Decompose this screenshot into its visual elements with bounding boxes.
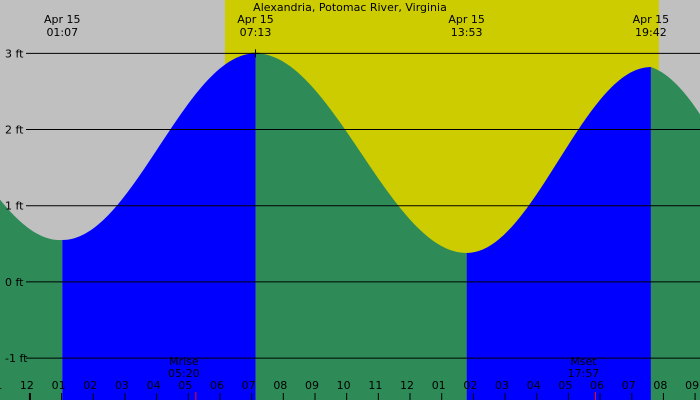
x-tick-label: 01 [432, 379, 446, 392]
x-tick-label: 07 [242, 379, 256, 392]
extreme-date-label: Apr 15 [633, 13, 670, 26]
extreme-date-label: Apr 15 [448, 13, 485, 26]
x-tick-label: 05 [558, 379, 572, 392]
x-tick-label: 09 [685, 379, 699, 392]
x-tick-label: 03 [115, 379, 129, 392]
falling-tide-area [255, 53, 467, 400]
tide-areas [0, 53, 700, 400]
x-tick-label: 08 [273, 379, 287, 392]
grid-lines [26, 52, 700, 359]
x-tick-label: 10 [337, 379, 351, 392]
moon-event-time: 17:57 [568, 367, 600, 380]
extreme-date-label: Apr 15 [237, 13, 274, 26]
extreme-time-label: 07:13 [240, 26, 272, 39]
x-tick-label: 08 [653, 379, 667, 392]
x-tick-label: 09 [305, 379, 319, 392]
y-tick-label: 1 ft [5, 200, 24, 213]
y-tick-label: 2 ft [5, 124, 24, 137]
x-tick-label: 03 [495, 379, 509, 392]
rising-tide-area [466, 67, 651, 400]
chart-title: Alexandria, Potomac River, Virginia [253, 1, 447, 14]
extreme-date-label: Apr 15 [44, 13, 81, 26]
x-tick-label: 12 [400, 379, 414, 392]
extreme-time-label: 13:53 [451, 26, 483, 39]
x-tick-label: 12 [20, 379, 34, 392]
x-tick-label: 04 [527, 379, 541, 392]
moon-event-time: 05:20 [168, 367, 200, 380]
moon-event-name: Mset [570, 355, 597, 368]
extreme-time-label: 01:07 [46, 26, 78, 39]
x-axis-labels: 11 12 01 02 03 04 05 06 07 08 09 10 11 12 01 02 03 04 05 06… [0, 379, 699, 400]
y-tick-label: 3 ft [5, 47, 24, 60]
x-tick-label: 01 [52, 379, 66, 392]
y-tick-label: -1 ft [5, 352, 28, 365]
x-tick-label: 11 [368, 379, 382, 392]
moon-event-name: Mrise [169, 355, 199, 368]
y-tick-label: 0 ft [5, 276, 24, 289]
x-tick-label: 07 [622, 379, 636, 392]
y-axis-labels: 3 ft 2 ft 1 ft 0 ft -1 ft [5, 47, 28, 365]
falling-tide-area [650, 67, 700, 400]
x-tick-label: 04 [147, 379, 161, 392]
x-tick-label: 06 [210, 379, 224, 392]
x-tick-label: 11 [0, 379, 2, 392]
x-tick-label: 05 [178, 379, 192, 392]
rising-tide-area [62, 53, 256, 400]
x-tick-label: 06 [590, 379, 604, 392]
extreme-time-label: 19:42 [635, 26, 667, 39]
falling-tide-area [0, 199, 63, 400]
x-tick-label: 02 [463, 379, 477, 392]
x-tick-label: 02 [83, 379, 97, 392]
